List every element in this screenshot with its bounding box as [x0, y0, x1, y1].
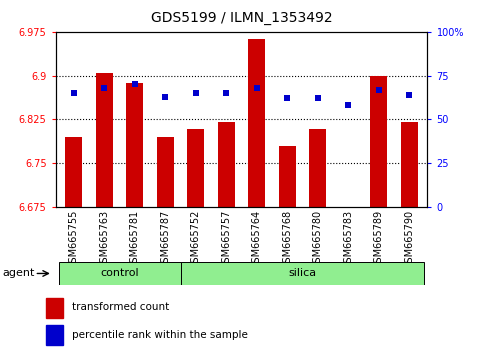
- Bar: [218, 122, 235, 207]
- Bar: [401, 122, 417, 207]
- Point: [314, 96, 322, 101]
- Point: [100, 85, 108, 91]
- Text: transformed count: transformed count: [72, 302, 169, 313]
- Text: percentile rank within the sample: percentile rank within the sample: [72, 330, 248, 339]
- Bar: [127, 83, 143, 207]
- Bar: [187, 130, 204, 207]
- Point: [70, 90, 78, 96]
- Point: [405, 92, 413, 98]
- Bar: [46, 298, 63, 318]
- Bar: [46, 325, 63, 345]
- Bar: [96, 73, 113, 207]
- Point: [284, 96, 291, 101]
- Point: [375, 87, 383, 92]
- Bar: [248, 39, 265, 207]
- Bar: [370, 76, 387, 207]
- Point: [192, 90, 199, 96]
- Bar: [181, 262, 425, 285]
- Bar: [157, 137, 174, 207]
- Point: [161, 94, 169, 99]
- Point: [222, 90, 230, 96]
- Text: GDS5199 / ILMN_1353492: GDS5199 / ILMN_1353492: [151, 11, 332, 25]
- Bar: [58, 262, 181, 285]
- Bar: [66, 137, 82, 207]
- Text: control: control: [100, 268, 139, 279]
- Point: [344, 103, 352, 108]
- Point: [131, 82, 139, 87]
- Bar: [309, 130, 326, 207]
- Text: silica: silica: [288, 268, 316, 279]
- Text: agent: agent: [3, 268, 35, 278]
- Point: [253, 85, 261, 91]
- Bar: [279, 146, 296, 207]
